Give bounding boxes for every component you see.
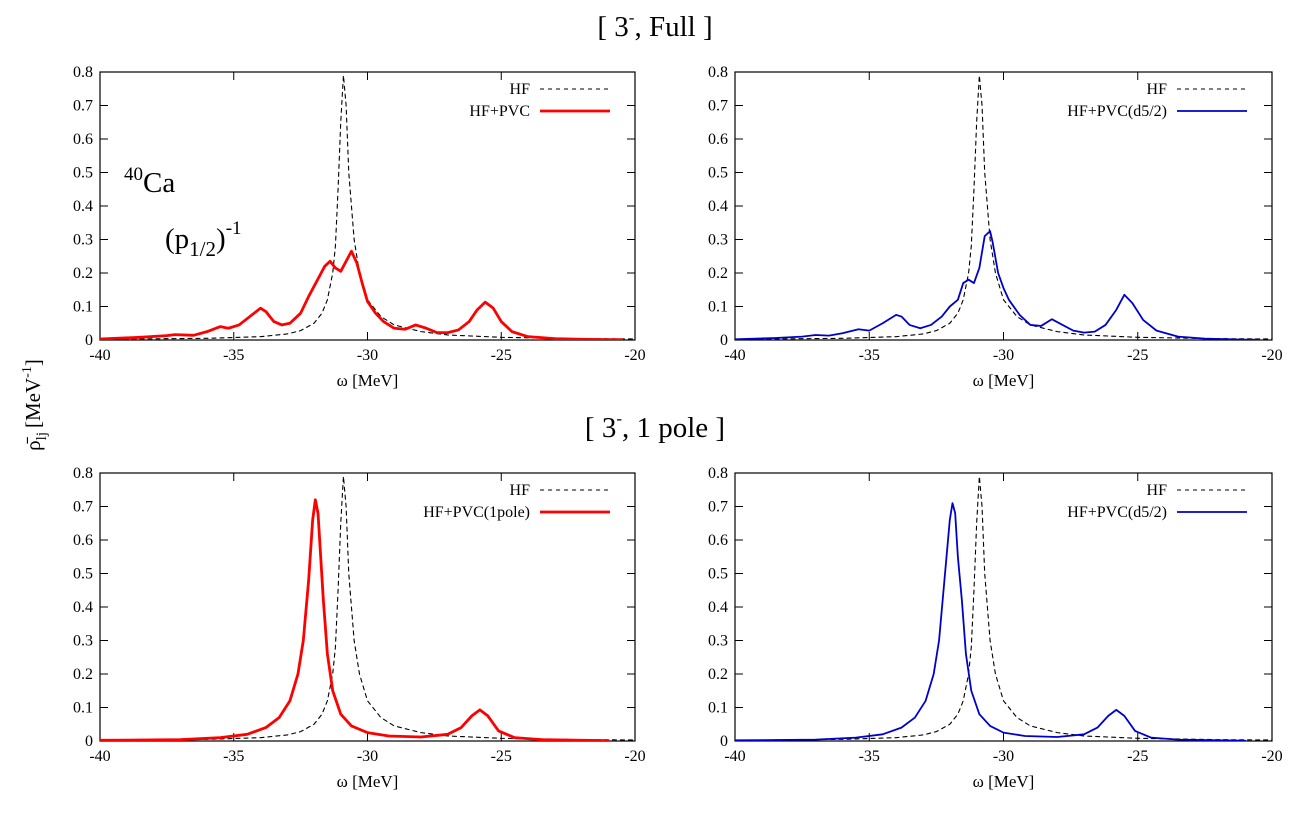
y-tick-label: 0: [85, 332, 93, 349]
legend-label: HF+PVC(d5/2): [1067, 504, 1167, 521]
y-tick-label: 0.7: [73, 499, 93, 516]
x-tick-label: -30: [993, 347, 1014, 364]
x-tick-label: -25: [491, 748, 512, 765]
x-axis-label: ω [MeV]: [337, 371, 399, 390]
x-tick-label: -40: [89, 347, 110, 364]
y-tick-label: 0.2: [708, 666, 728, 683]
panel-full-right: 0 0.1 0.2 0.3 0.4 0.5 0.6 0.7 0.8 -40 -35 -30 -25 -20…: [708, 64, 1283, 390]
y-tick-label: 0.3: [708, 232, 728, 249]
panel-pole-left: 0 0.1 0.2 0.3 0.4 0.5 0.6 0.7 0.8 -40 -35 -30 -25 -20…: [73, 465, 646, 791]
y-tick-label: 0.2: [73, 666, 93, 683]
panel-pole-right: 0 0.1 0.2 0.3 0.4 0.5 0.6 0.7 0.8 -40 -35 -30 -25 -20…: [708, 465, 1283, 791]
x-tick-label: -40: [724, 748, 745, 765]
y-tick-label: 0.7: [708, 98, 728, 115]
legend-label: HF+PVC: [469, 103, 530, 120]
x-tick-label: -25: [1127, 347, 1148, 364]
y-tick-label: 0.1: [708, 299, 728, 316]
y-tick-label: 0.4: [73, 599, 93, 616]
y-tick-label: 0.2: [73, 265, 93, 282]
legend-label: HF: [510, 482, 531, 499]
series-line-hf: [100, 74, 635, 340]
x-tick-label: -40: [724, 347, 745, 364]
y-tick-label: 0.5: [73, 165, 93, 182]
series-line-hf: [100, 475, 635, 741]
x-tick-label: -35: [859, 748, 880, 765]
series-line-hf: [735, 475, 1272, 741]
y-tick-label: 0.5: [708, 165, 728, 182]
x-tick-label: -25: [491, 347, 512, 364]
legend-label: HF: [1147, 81, 1168, 98]
y-tick-label: 0.4: [708, 599, 728, 616]
series-line-hf-pvc: [100, 249, 624, 340]
legend-label: HF: [1147, 482, 1168, 499]
y-tick-label: 0.7: [708, 499, 728, 516]
x-tick-label: -35: [223, 748, 244, 765]
series-line-hf-pvc: [735, 502, 1247, 741]
y-tick-label: 0.8: [708, 64, 728, 81]
y-tick-label: 0.4: [73, 198, 93, 215]
panel-full-left: 0 0.1 0.2 0.3 0.4 0.5 0.6 0.7 0.8 -40 -35 -30 -25 -20…: [73, 64, 646, 390]
x-axis-label: ω [MeV]: [337, 772, 399, 791]
y-tick-label: 0.8: [73, 64, 93, 81]
x-tick-label: -25: [1127, 748, 1148, 765]
x-tick-label: -35: [223, 347, 244, 364]
y-tick-label: 0.7: [73, 98, 93, 115]
x-tick-label: -20: [1261, 347, 1282, 364]
x-tick-label: -20: [624, 748, 645, 765]
y-tick-label: 0.6: [73, 532, 93, 549]
y-tick-label: 0.5: [73, 566, 93, 583]
y-tick-label: 0: [85, 733, 93, 750]
x-tick-label: -35: [859, 347, 880, 364]
legend-label: HF+PVC(d5/2): [1067, 103, 1167, 120]
y-tick-label: 0.6: [73, 131, 93, 148]
series-line-hf-pvc: [735, 230, 1260, 340]
x-axis-label: ω [MeV]: [973, 772, 1035, 791]
y-tick-label: 0.1: [73, 700, 93, 717]
y-tick-label: 0.1: [708, 700, 728, 717]
y-tick-label: 0.1: [73, 299, 93, 316]
y-tick-label: 0: [720, 332, 728, 349]
y-tick-label: 0: [720, 733, 728, 750]
row-title-1-pole: [ 3-, 1 pole ]: [585, 409, 725, 444]
y-tick-label: 0.8: [708, 465, 728, 482]
nucleus-label: 40Ca: [124, 164, 175, 199]
y-tick-label: 0.6: [708, 532, 728, 549]
y-tick-label: 0.3: [73, 633, 93, 650]
series-line-hf: [735, 74, 1272, 340]
x-tick-label: -30: [357, 347, 378, 364]
x-axis-label: ω [MeV]: [973, 371, 1035, 390]
y-tick-label: 0.2: [708, 265, 728, 282]
shared-y-axis-label: ρ̄lj[MeV-1]: [20, 359, 50, 451]
x-tick-label: -30: [357, 748, 378, 765]
y-tick-label: 0.8: [73, 465, 93, 482]
series-line-hf-pvc: [100, 498, 610, 741]
row-title-full: [ 3-, Full ]: [597, 8, 712, 43]
y-tick-label: 0.6: [708, 131, 728, 148]
legend-label: HF: [510, 81, 531, 98]
x-tick-label: -20: [1261, 748, 1282, 765]
legend-label: HF+PVC(1pole): [423, 504, 530, 521]
x-tick-label: -30: [993, 748, 1014, 765]
y-tick-label: 0.3: [73, 232, 93, 249]
y-tick-label: 0.4: [708, 198, 728, 215]
x-tick-label: -40: [89, 748, 110, 765]
x-tick-label: -20: [624, 347, 645, 364]
orbital-label: (p1/2)-1: [165, 218, 242, 261]
y-tick-label: 0.5: [708, 566, 728, 583]
y-tick-label: 0.3: [708, 633, 728, 650]
